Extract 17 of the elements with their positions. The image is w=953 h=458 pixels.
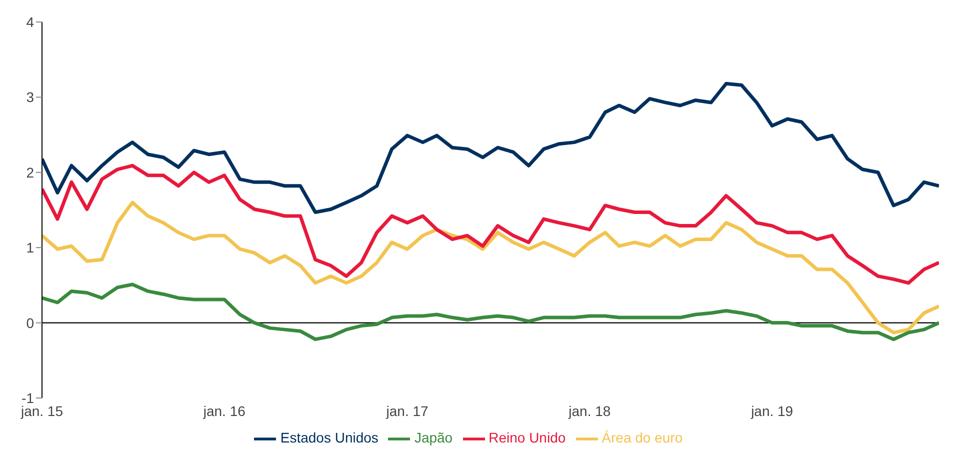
line-series bbox=[42, 164, 939, 285]
line-series bbox=[42, 82, 939, 214]
legend-label: Área do euro bbox=[602, 430, 683, 446]
y-tick-label: 4 bbox=[26, 14, 34, 30]
line-series bbox=[42, 282, 939, 342]
x-tick-label: jan. 19 bbox=[750, 402, 794, 419]
x-tick-label: jan. 16 bbox=[202, 402, 246, 419]
x-tick-label: jan. 17 bbox=[385, 402, 429, 419]
y-tick-label: 3 bbox=[26, 89, 34, 106]
legend-label: Reino Unido bbox=[488, 430, 566, 446]
y-tick-label: 2 bbox=[26, 164, 34, 180]
line-series bbox=[42, 200, 939, 334]
y-tick-label: 0 bbox=[26, 314, 34, 331]
legend-label: Japão bbox=[414, 430, 453, 446]
x-tick-label: jan. 18 bbox=[568, 402, 611, 419]
y-tick-label: 1 bbox=[26, 240, 34, 256]
legend-label: Estados Unidos bbox=[280, 430, 378, 446]
